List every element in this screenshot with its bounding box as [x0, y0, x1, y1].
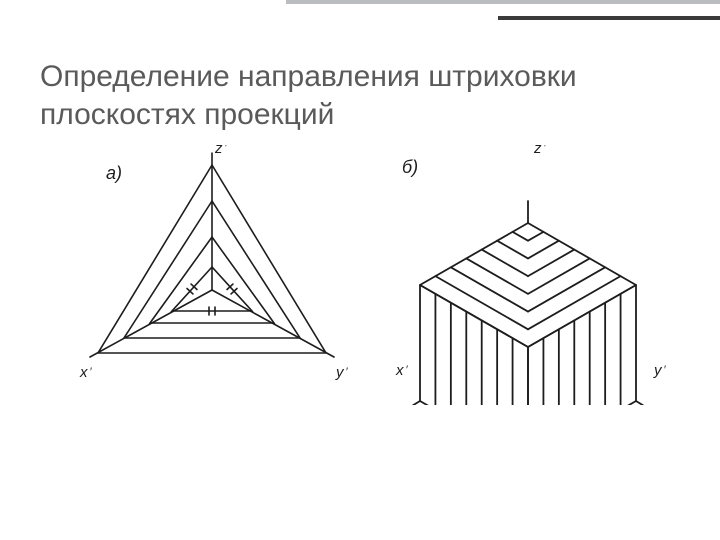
svg-text:х: х	[395, 362, 404, 379]
page-title: Определение направления штриховки плоско…	[40, 58, 577, 133]
svg-text:′: ′	[544, 145, 546, 154]
decorative-topbar	[0, 0, 720, 26]
svg-text:у: у	[653, 362, 663, 379]
title-line-2: плоскостях проекций	[40, 98, 334, 131]
svg-text:х: х	[79, 364, 88, 381]
svg-text:′: ′	[346, 366, 348, 378]
svg-text:′: ′	[225, 145, 227, 154]
topbar-dark	[498, 16, 720, 20]
svg-text:а): а)	[106, 163, 122, 183]
svg-text:′: ′	[90, 366, 92, 378]
svg-text:б): б)	[402, 157, 418, 177]
svg-text:z: z	[533, 145, 542, 157]
svg-text:у: у	[335, 364, 345, 381]
svg-text:z: z	[214, 145, 223, 157]
svg-text:′: ′	[664, 364, 666, 376]
diagram-a: а)z′х′у′	[62, 145, 362, 405]
svg-text:′: ′	[406, 364, 408, 376]
title-line-1: Определение направления штриховки	[40, 60, 577, 93]
diagram-b: б)z′х′у′	[378, 145, 678, 405]
topbar-gray	[286, 0, 720, 4]
